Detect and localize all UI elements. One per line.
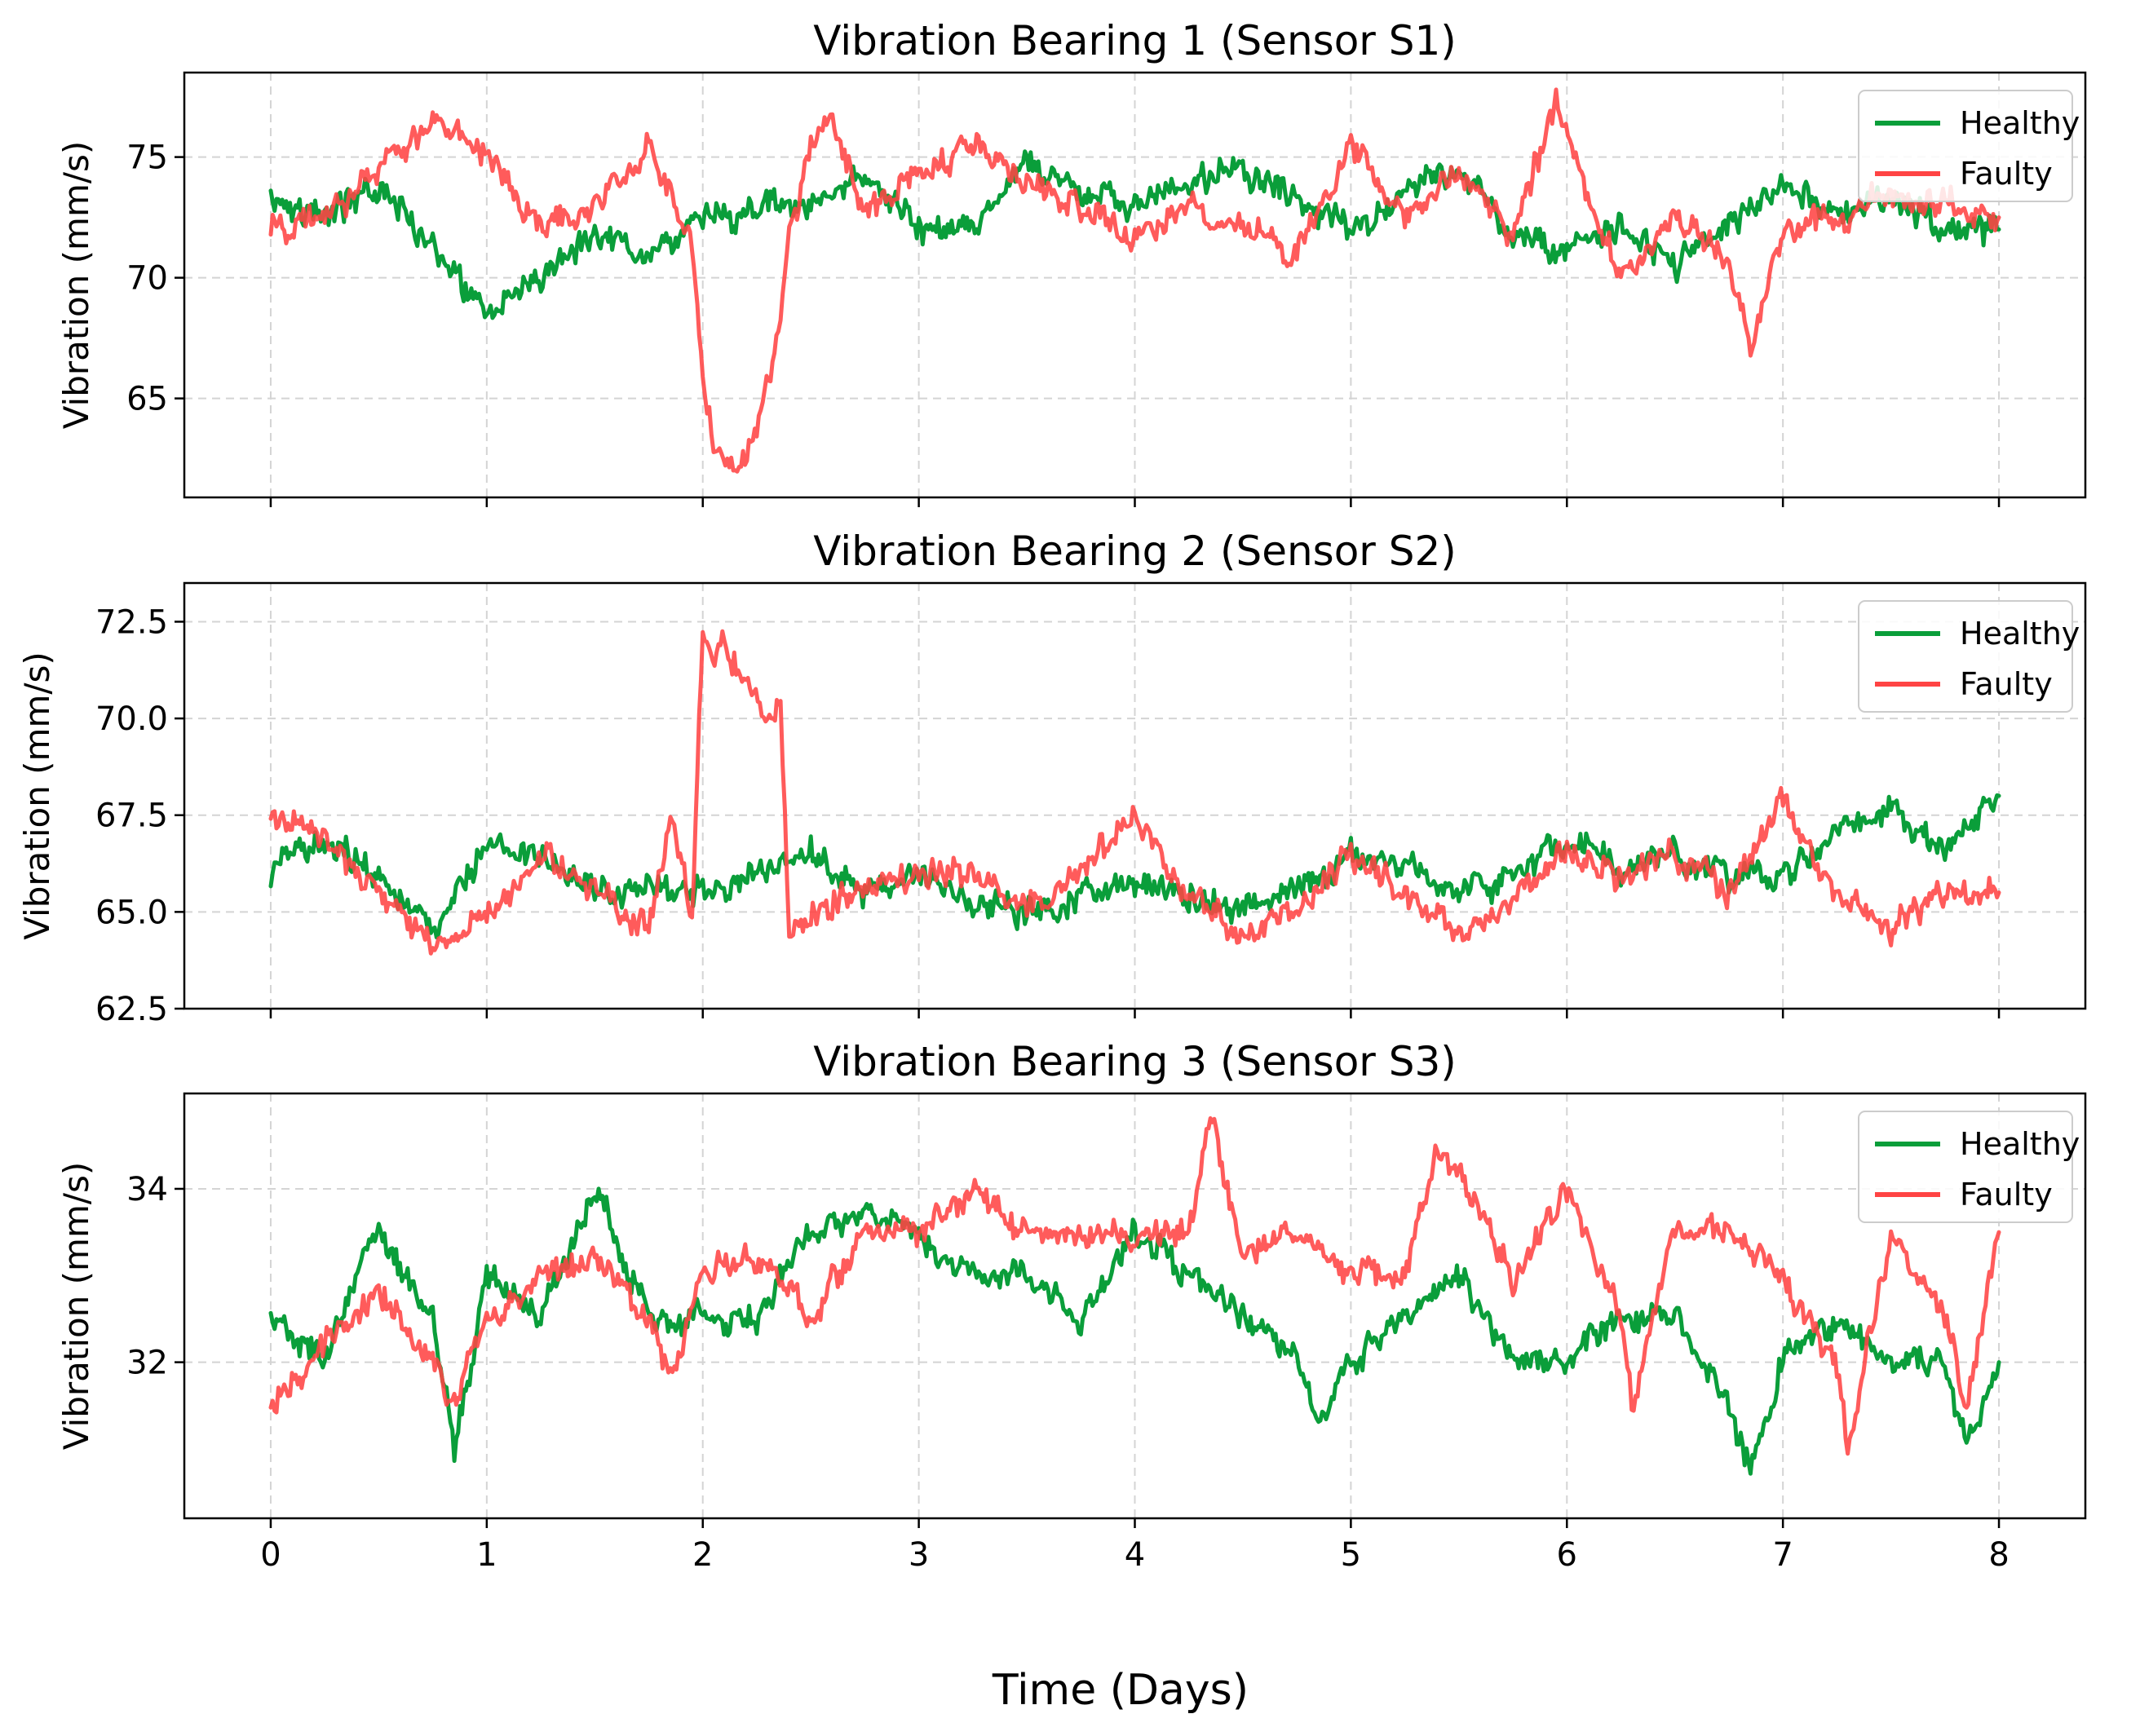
legend-label-healthy: Healthy: [1960, 616, 2080, 652]
legend-label-faulty: Faulty: [1960, 1177, 2053, 1213]
panel-bearing-1: Vibration Bearing 1 (Sensor S1) 65 70 75 Vib…: [56, 17, 2087, 507]
y-tick-label: 65.0: [95, 894, 168, 931]
x-tick-label: 3: [909, 1536, 929, 1574]
chart-title: Vibration Bearing 2 (Sensor S2): [813, 528, 1457, 575]
x-tick-label: 2: [692, 1536, 713, 1574]
legend: Healthy Faulty: [1858, 1111, 2080, 1223]
legend: Healthy Faulty: [1858, 90, 2080, 202]
panel-bearing-3: Vibration Bearing 3 (Sensor S3)0 1 2 3 4 5 6 7 8…: [56, 1038, 2087, 1574]
panel-bearing-2: Vibration Bearing 2 (Sensor S2) 62.5 65.0 6…: [17, 528, 2087, 1028]
legend-label-healthy: Healthy: [1960, 1126, 2080, 1162]
chart-title: Vibration Bearing 3 (Sensor S3): [813, 1038, 1457, 1085]
y-axis-label: Vibration (mm/s): [56, 1162, 96, 1451]
figure-x-axis-label: Time (Days): [992, 1666, 1249, 1715]
series-line-faulty: [268, 87, 2001, 474]
legend-label-healthy: Healthy: [1960, 105, 2080, 141]
legend: Healthy Faulty: [1858, 600, 2080, 713]
x-tick-label: 1: [476, 1536, 497, 1574]
y-tick-label: 65: [126, 381, 168, 418]
x-tick-label: 8: [1988, 1536, 2009, 1574]
x-tick-label: 6: [1557, 1536, 1577, 1574]
y-tick-label: 70: [126, 260, 168, 298]
x-tick-label: 5: [1341, 1536, 1361, 1574]
y-tick-label: 32: [126, 1345, 168, 1382]
series-line-faulty: [268, 1115, 2001, 1456]
y-tick-label: 75: [126, 139, 168, 177]
y-tick-label: 72.5: [95, 603, 168, 641]
y-tick-label: 62.5: [95, 991, 168, 1028]
x-tick-label: 4: [1125, 1536, 1145, 1574]
legend-label-faulty: Faulty: [1960, 666, 2053, 702]
chart-title: Vibration Bearing 1 (Sensor S1): [813, 17, 1457, 64]
x-tick-label: 7: [1772, 1536, 1793, 1574]
y-tick-label: 70.0: [95, 700, 168, 738]
legend-label-faulty: Faulty: [1960, 156, 2053, 192]
series-line-faulty: [268, 629, 2001, 956]
y-axis-label: Vibration (mm/s): [56, 141, 96, 430]
y-axis-label: Vibration (mm/s): [17, 652, 57, 940]
x-tick-label: 0: [260, 1536, 281, 1574]
y-tick-label: 67.5: [95, 797, 168, 835]
y-tick-label: 34: [126, 1171, 168, 1208]
